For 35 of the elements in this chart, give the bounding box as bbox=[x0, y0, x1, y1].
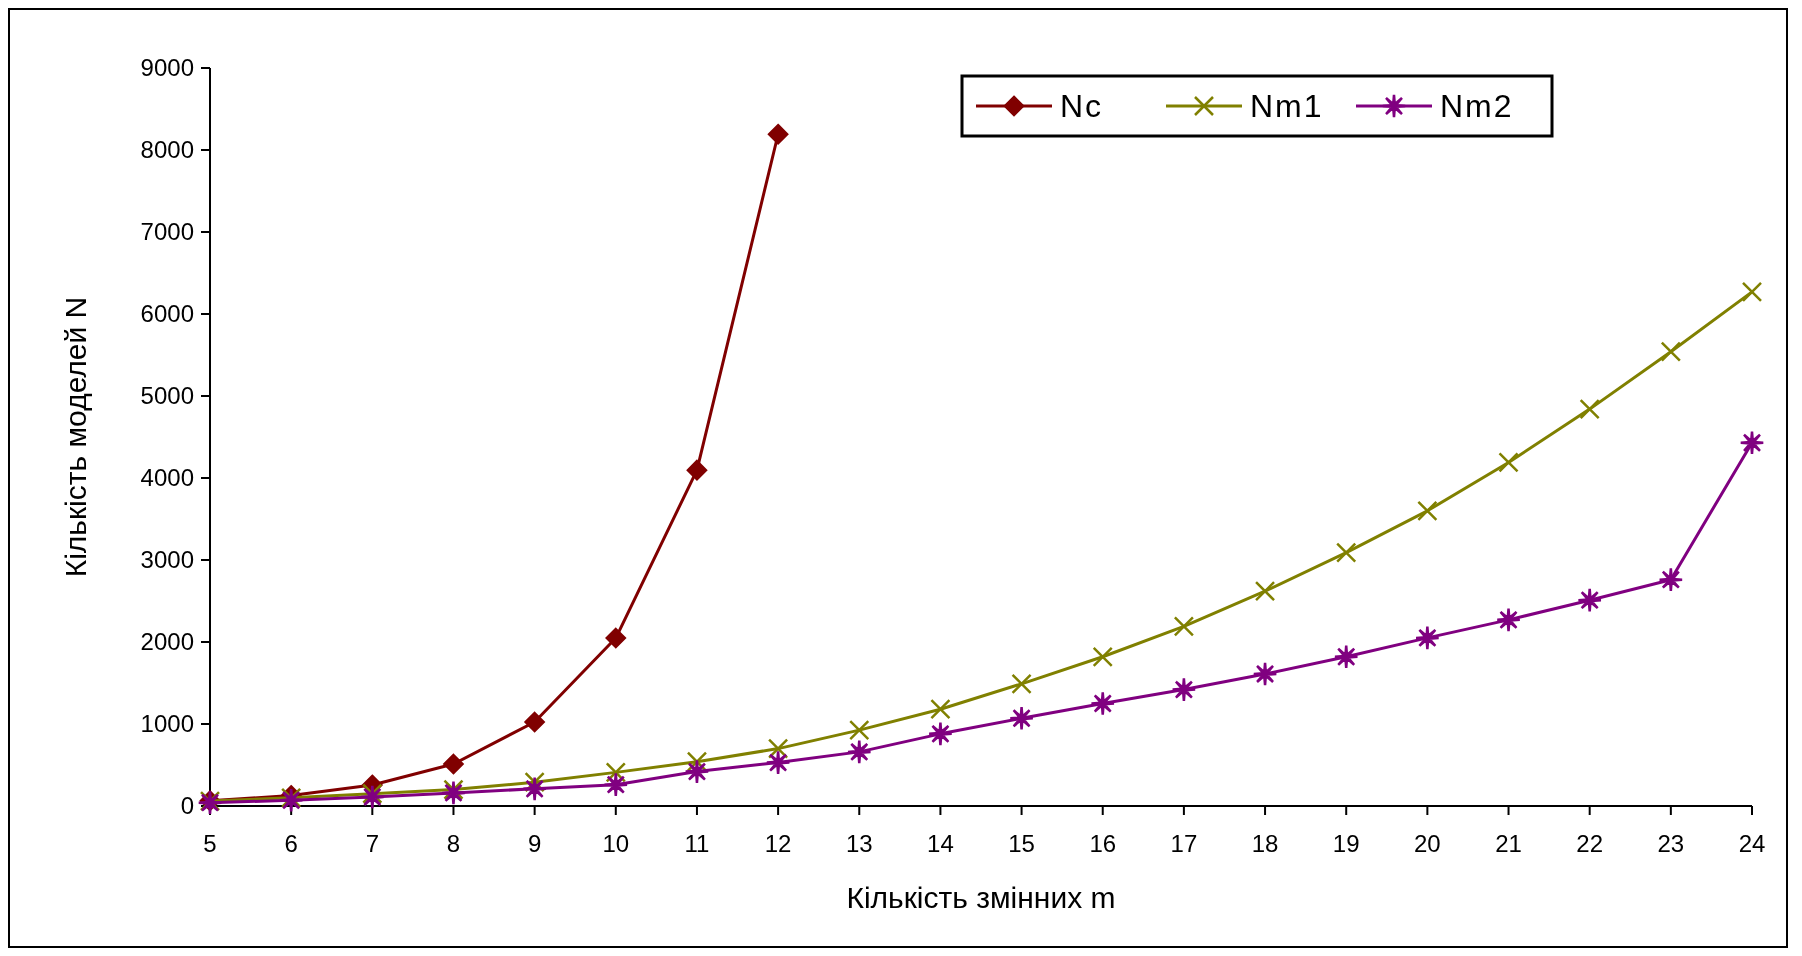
x-tick-label: 8 bbox=[446, 830, 461, 857]
x-tick-label: 10 bbox=[602, 830, 630, 857]
x-tick-label: 14 bbox=[927, 830, 954, 857]
legend-label: Nm2 bbox=[1440, 88, 1514, 125]
x-tick-label: 19 bbox=[1332, 830, 1360, 857]
x-tick-label: 6 bbox=[284, 830, 298, 857]
x-tick-label: 24 bbox=[1738, 830, 1766, 857]
x-tick-label: 22 bbox=[1576, 830, 1604, 857]
legend-label: Nm1 bbox=[1250, 88, 1324, 125]
y-tick-label: 9000 bbox=[140, 54, 194, 82]
y-tick-label: 1000 bbox=[140, 710, 194, 738]
y-tick-label: 7000 bbox=[140, 218, 194, 246]
y-tick-label: 2000 bbox=[140, 628, 194, 656]
x-axis-title: Кількість змінних m bbox=[846, 881, 1116, 914]
y-tick-label: 0 bbox=[180, 792, 194, 820]
x-tick-label: 5 bbox=[203, 830, 217, 857]
y-tick-label: 6000 bbox=[140, 300, 194, 328]
x-tick-label: 20 bbox=[1414, 830, 1441, 857]
x-tick-label: 17 bbox=[1170, 830, 1198, 857]
y-tick-label: 8000 bbox=[140, 136, 194, 164]
x-tick-label: 23 bbox=[1657, 830, 1685, 857]
legend-label: Nc bbox=[1060, 88, 1104, 125]
y-axis-title: Кількість моделей N bbox=[59, 296, 92, 578]
y-tick-label: 5000 bbox=[140, 382, 194, 410]
y-tick-label: 4000 bbox=[140, 464, 194, 492]
x-tick-label: 18 bbox=[1251, 830, 1279, 857]
x-tick-label: 12 bbox=[764, 830, 792, 857]
x-tick-label: 16 bbox=[1089, 830, 1117, 857]
x-tick-label: 9 bbox=[527, 830, 542, 857]
x-tick-label: 7 bbox=[365, 830, 379, 857]
x-tick-label: 11 bbox=[684, 830, 710, 857]
x-tick-label: 15 bbox=[1008, 830, 1035, 857]
x-tick-label: 21 bbox=[1495, 830, 1522, 857]
y-tick-label: 3000 bbox=[140, 546, 194, 574]
x-tick-label: 13 bbox=[845, 830, 873, 857]
